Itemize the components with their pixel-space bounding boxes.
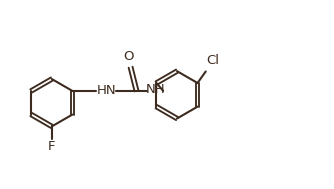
Text: O: O [124,50,134,63]
Text: NH: NH [146,83,166,96]
Text: Cl: Cl [207,54,220,67]
Text: F: F [48,140,55,153]
Text: HN: HN [97,84,117,97]
